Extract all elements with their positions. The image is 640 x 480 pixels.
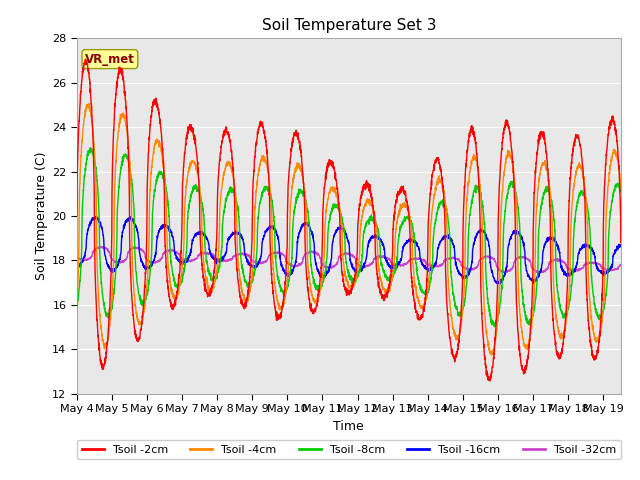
Legend: Tsoil -2cm, Tsoil -4cm, Tsoil -8cm, Tsoil -16cm, Tsoil -32cm: Tsoil -2cm, Tsoil -4cm, Tsoil -8cm, Tsoi…	[77, 440, 621, 459]
Y-axis label: Soil Temperature (C): Soil Temperature (C)	[35, 152, 48, 280]
Text: VR_met: VR_met	[85, 53, 135, 66]
X-axis label: Time: Time	[333, 420, 364, 432]
Title: Soil Temperature Set 3: Soil Temperature Set 3	[262, 18, 436, 33]
